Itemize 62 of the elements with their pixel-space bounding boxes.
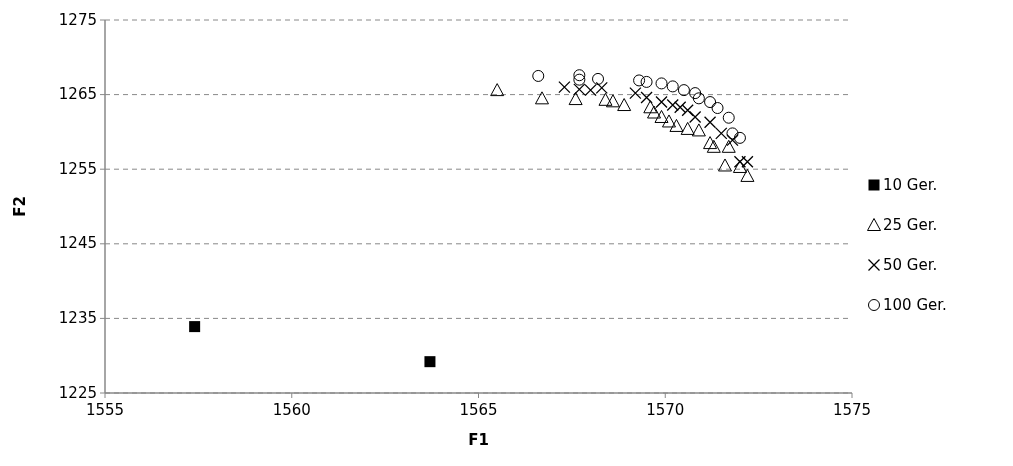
point — [722, 111, 735, 124]
point — [655, 77, 668, 90]
y-tick-label: 1255 — [58, 159, 97, 178]
point — [633, 74, 646, 87]
point — [189, 321, 201, 333]
point — [681, 104, 694, 117]
point — [726, 127, 739, 140]
point — [726, 133, 739, 147]
point — [666, 80, 679, 93]
point — [568, 92, 583, 106]
x-tick-label: 1570 — [646, 401, 685, 419]
point — [598, 92, 613, 106]
point — [535, 91, 549, 105]
point — [424, 356, 436, 368]
point — [640, 91, 653, 104]
point — [592, 72, 605, 85]
point — [704, 96, 717, 109]
point — [490, 83, 505, 97]
point — [654, 109, 669, 123]
y-tick-label: 1245 — [58, 234, 97, 253]
point — [605, 94, 620, 108]
legend-label: 50 Ger. — [883, 255, 938, 274]
point — [715, 127, 728, 140]
x-tick-label: 1555 — [85, 401, 125, 419]
y-tick-label: 1275 — [58, 10, 97, 29]
point — [680, 121, 695, 135]
point — [677, 84, 690, 97]
point — [692, 92, 705, 105]
point — [718, 158, 733, 172]
point — [532, 69, 545, 82]
x-tick-label: 1560 — [272, 401, 311, 419]
point — [669, 118, 684, 132]
point — [741, 155, 754, 168]
y-tick-label: 1265 — [58, 85, 97, 104]
point — [674, 101, 687, 114]
point — [691, 123, 706, 137]
point — [711, 102, 724, 115]
point — [629, 86, 642, 100]
legend-label: 100 Ger. — [883, 295, 947, 314]
point — [647, 105, 662, 119]
point — [721, 139, 736, 153]
x-tick-label: 1575 — [832, 401, 872, 419]
point — [573, 73, 586, 86]
legend-label: 10 Ger. — [883, 175, 938, 194]
y-axis-title: F2 — [11, 196, 29, 217]
y-tick-label: 1225 — [58, 383, 97, 402]
x-axis-title: F1 — [468, 431, 489, 449]
point — [689, 87, 702, 100]
point — [733, 155, 747, 168]
point — [640, 75, 653, 88]
point — [688, 110, 702, 124]
point — [661, 114, 676, 128]
point — [643, 100, 658, 114]
point — [703, 116, 717, 129]
point — [558, 80, 571, 94]
legend-label: 25 Ger. — [883, 215, 938, 234]
point — [733, 131, 746, 144]
point — [740, 168, 755, 182]
y-tick-label: 1235 — [58, 308, 97, 327]
x-tick-label: 1565 — [459, 401, 498, 419]
point — [617, 98, 632, 112]
point — [573, 69, 586, 82]
